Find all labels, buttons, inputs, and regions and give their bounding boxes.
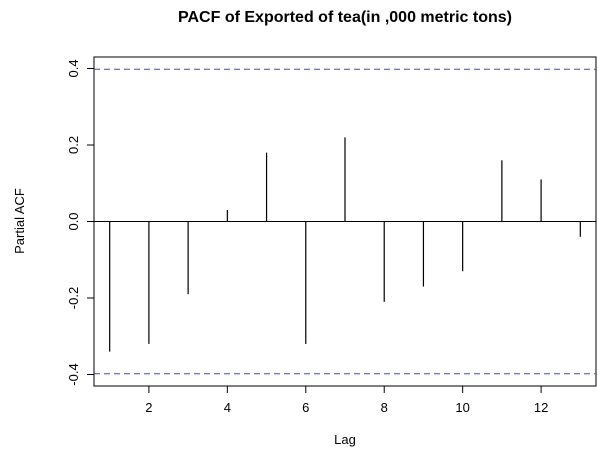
y-tick-label: 0.0 (66, 212, 81, 230)
chart-title: PACF of Exported of tea(in ,000 metric t… (178, 9, 512, 26)
y-tick-label: 0.4 (66, 59, 81, 77)
y-tick-label: 0.2 (66, 136, 81, 154)
x-tick-label: 2 (145, 400, 152, 415)
x-tick-label: 6 (302, 400, 309, 415)
y-axis-label: Partial ACF (12, 188, 27, 254)
y-axis: -0.4 -0.2 0.0 0.2 0.4 (66, 59, 94, 386)
pacf-bars (109, 137, 581, 352)
y-tick-label: -0.4 (66, 363, 81, 385)
x-tick-label: 12 (534, 400, 548, 415)
y-tick-label: -0.2 (66, 287, 81, 309)
x-axis: 2 4 6 8 10 12 (145, 386, 548, 415)
x-tick-label: 4 (224, 400, 231, 415)
x-tick-label: 8 (381, 400, 388, 415)
x-tick-label: 10 (455, 400, 469, 415)
x-axis-label: Lag (334, 432, 356, 447)
